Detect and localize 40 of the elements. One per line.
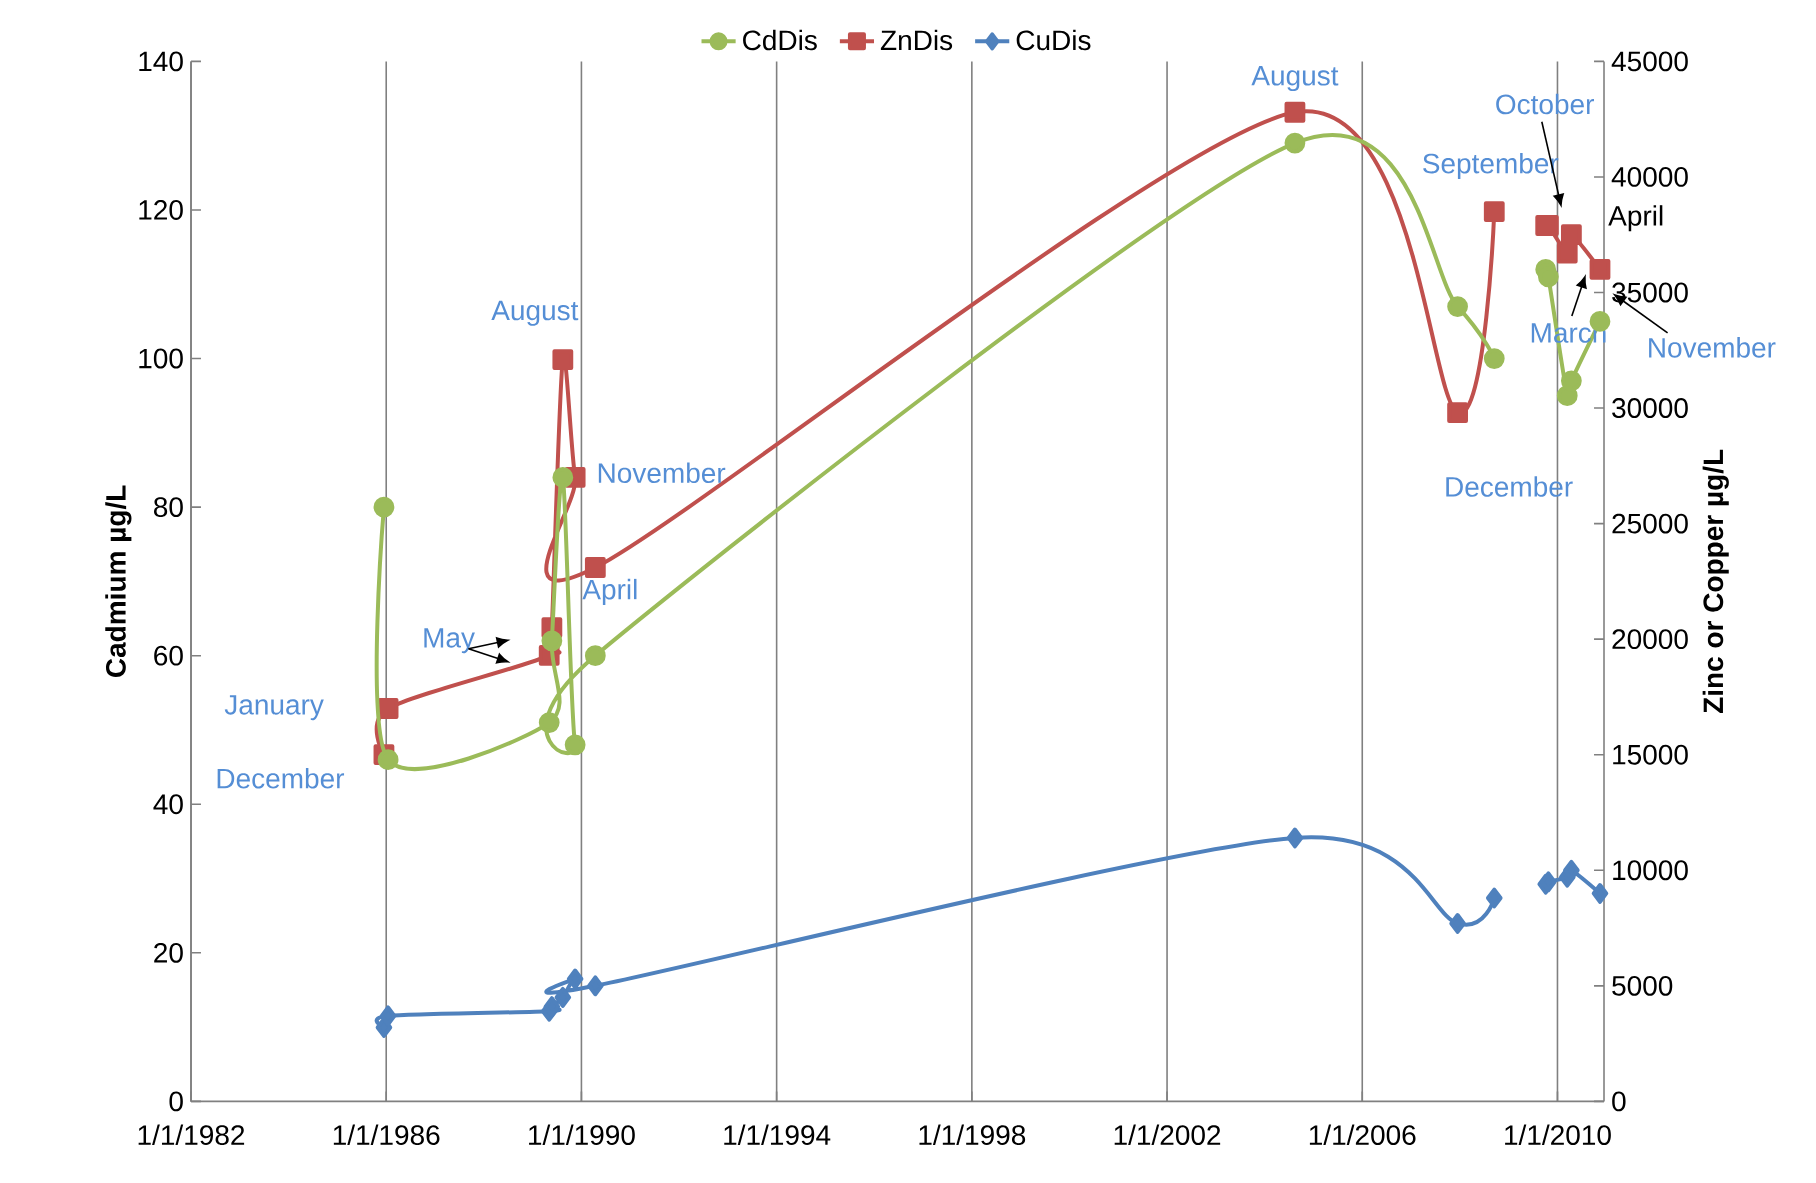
- legend-label: CdDis: [743, 29, 817, 51]
- x-tick-label: 1/1/1998: [919, 1124, 1026, 1146]
- y-tick-label: 100: [139, 348, 183, 369]
- y-tick-label: 40: [153, 794, 183, 815]
- y-axis-title: Cadmium µg/L: [105, 485, 132, 677]
- x-tick-label: 1/1/2006: [1309, 1124, 1416, 1146]
- y2-tick-label: 15000: [1613, 744, 1688, 765]
- y2-tick-label: 5000: [1612, 975, 1673, 996]
- y-tick-label: 80: [154, 497, 183, 518]
- legend-label: ZnDis: [880, 29, 953, 51]
- y2-tick-label: 20000: [1612, 629, 1688, 650]
- y-tick-label: 0: [169, 1091, 183, 1112]
- y2-tick-label: 45000: [1611, 51, 1688, 72]
- y-tick-label: 20: [154, 942, 183, 963]
- x-tick-label: 1/1/2002: [1114, 1124, 1221, 1146]
- x-tick-label: 1/1/1994: [724, 1124, 831, 1146]
- x-tick-label: 1/1/1982: [138, 1124, 245, 1146]
- y-tick-label: 120: [139, 200, 183, 220]
- y2-tick-label: 40000: [1611, 167, 1688, 187]
- y-tick-label: 140: [139, 51, 183, 72]
- y2-tick-label: 25000: [1612, 513, 1688, 534]
- x-tick-label: 1/1/1986: [333, 1124, 440, 1146]
- y2-axis-title: Zinc or Copper µg/L: [1702, 449, 1729, 714]
- y-tick-label: 60: [154, 645, 183, 666]
- x-tick-label: 1/1/1990: [529, 1124, 635, 1146]
- y2-tick-label: 10000: [1613, 860, 1688, 881]
- annotation: August: [491, 300, 579, 326]
- y2-tick-label: 35000: [1612, 282, 1688, 303]
- annotation: November: [598, 462, 726, 484]
- x-tick-label: 1/1/2010: [1505, 1124, 1611, 1146]
- annotation: April: [582, 578, 637, 605]
- annotation: May: [424, 628, 475, 654]
- annotation: January: [224, 695, 324, 721]
- y2-tick-label: 0: [1612, 1091, 1626, 1112]
- annotation: August: [1251, 66, 1339, 92]
- legend-label: CuDis: [1016, 29, 1091, 51]
- y2-tick-label: 30000: [1612, 398, 1688, 418]
- annotation: December: [217, 767, 345, 789]
- text: November: [1649, 337, 1776, 358]
- annotation: April: [1608, 205, 1663, 232]
